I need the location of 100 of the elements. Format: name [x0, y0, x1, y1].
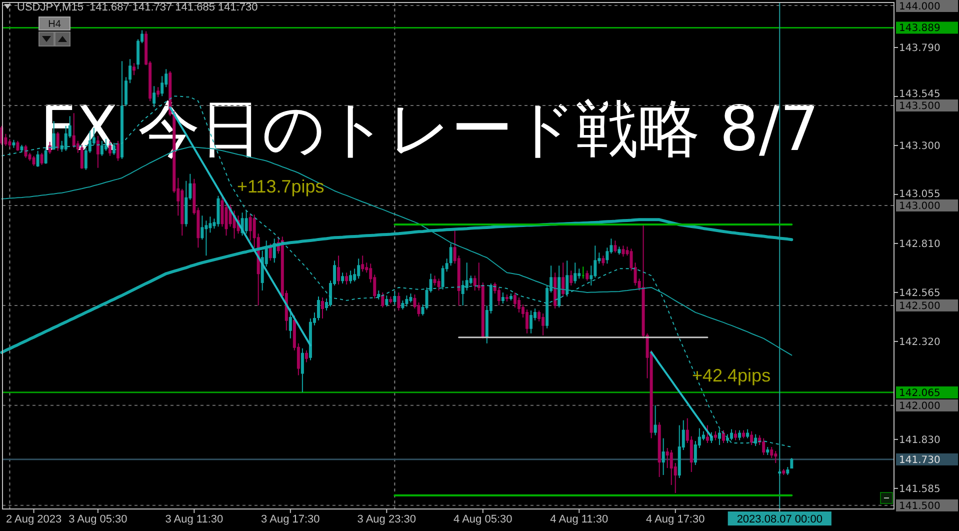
y-tick-label: 141.830: [899, 434, 940, 446]
candlestick: [357, 258, 360, 280]
ref-line-label: 142.500: [899, 300, 940, 312]
candlestick: [730, 428, 734, 441]
ref-line-label: 143.889: [899, 23, 940, 34]
candlestick: [377, 290, 380, 300]
candlestick: [337, 255, 340, 285]
candlestick: [778, 468, 782, 477]
x-tick-label: 2023.08.07 00:00: [736, 513, 822, 526]
candlestick: [8, 138, 12, 148]
candlestick: [766, 446, 770, 456]
candlestick: [754, 434, 758, 447]
candlestick: [706, 424, 709, 444]
x-tick-label: 2 Aug 2023: [6, 513, 62, 526]
candlestick: [786, 466, 790, 476]
candlestick: [397, 292, 400, 311]
candlestick: [750, 430, 754, 446]
candlestick: [244, 210, 248, 234]
ref-line-label: 143.000: [899, 200, 940, 212]
candlestick: [570, 270, 573, 286]
candlestick: [714, 430, 717, 441]
candlestick: [530, 310, 533, 334]
candlestick: [770, 446, 774, 459]
y-tick-label: 141.585: [899, 484, 940, 495]
y-tick-label: 142.565: [899, 288, 940, 299]
ref-line-label: 142.000: [899, 400, 940, 412]
candlestick: [501, 292, 504, 304]
candlestick: [36, 150, 40, 168]
candlestick: [12, 139, 16, 148]
candlestick: [401, 300, 404, 310]
candlestick: [722, 430, 725, 444]
candlestick: [654, 404, 657, 436]
candlestick: [341, 272, 344, 284]
candlestick: [718, 428, 721, 446]
candlestick: [4, 133, 8, 146]
x-tick-label: 4 Aug 17:30: [646, 513, 705, 526]
candlestick: [449, 243, 452, 266]
x-tick-label: 3 Aug 05:30: [68, 513, 128, 526]
ref-line-label: 141.500: [899, 500, 940, 512]
ref-line-label: 141.730: [899, 454, 940, 466]
annotation: +42.4pips: [692, 365, 771, 386]
x-tick-label: 4 Aug 05:30: [454, 513, 512, 526]
y-tick-label: 143.300: [899, 140, 940, 152]
candlestick: [505, 294, 508, 302]
candlestick: [321, 296, 324, 319]
candlestick: [742, 430, 746, 439]
candlestick: [574, 262, 577, 284]
x-tick-label: 4 Aug 11:30: [550, 513, 608, 526]
candlestick: [658, 422, 661, 478]
annotation: H4: [48, 19, 62, 30]
candlestick: [542, 312, 545, 336]
candlestick: [345, 272, 348, 285]
candlestick: [437, 278, 440, 291]
y-tick-label: 142.320: [899, 336, 940, 348]
candlestick: [16, 140, 20, 152]
candlestick: [393, 290, 396, 305]
candlestick: [389, 296, 392, 304]
ref-line-label: 144.000: [899, 2, 940, 12]
annotation: +113.7pips: [237, 176, 324, 196]
candlestick: [20, 144, 24, 152]
candlestick: [586, 270, 589, 282]
candlestick: [774, 450, 778, 464]
candlestick: [132, 62, 136, 76]
candlestick: [618, 246, 621, 256]
x-tick-label: 3 Aug 23:30: [357, 513, 416, 526]
candlestick: [361, 255, 364, 272]
y-tick-label: 143.790: [899, 42, 940, 54]
y-tick-label: 142.810: [899, 238, 940, 250]
chart-subtitle: USDJPY,M15 141.687 141.737 141.685 141.730: [17, 1, 258, 14]
candlestick: [782, 468, 786, 476]
candlestick: [128, 58, 132, 84]
candlestick: [602, 255, 605, 266]
x-tick-label: 3 Aug 17:30: [261, 513, 320, 526]
candlestick: [662, 438, 665, 476]
candlestick: [385, 294, 388, 307]
candlestick: [622, 245, 625, 258]
candlestick: [32, 155, 36, 166]
x-tick-label: 3 Aug 11:30: [165, 513, 224, 526]
candlestick: [614, 240, 617, 254]
ref-line-label: 143.500: [899, 100, 940, 112]
ref-line-label: 142.065: [899, 388, 940, 399]
candlestick: [497, 286, 500, 306]
candlestick: [349, 270, 352, 284]
candlestick: [409, 292, 412, 303]
candlestick: [562, 262, 565, 297]
candlestick: [582, 266, 585, 280]
candlestick: [558, 265, 561, 308]
candlestick: [288, 308, 292, 339]
candlestick: [738, 430, 742, 441]
candlestick: [509, 292, 512, 301]
candlestick: [762, 438, 766, 456]
candlestick: [316, 296, 320, 321]
candlestick: [304, 350, 308, 363]
candlestick: [526, 308, 529, 334]
candlestick: [405, 294, 408, 307]
candlestick: [746, 428, 750, 439]
candlestick: [300, 348, 304, 393]
candlestick: [734, 430, 738, 441]
candlestick: [566, 260, 569, 297]
y-tick-label: 143.055: [899, 189, 940, 200]
